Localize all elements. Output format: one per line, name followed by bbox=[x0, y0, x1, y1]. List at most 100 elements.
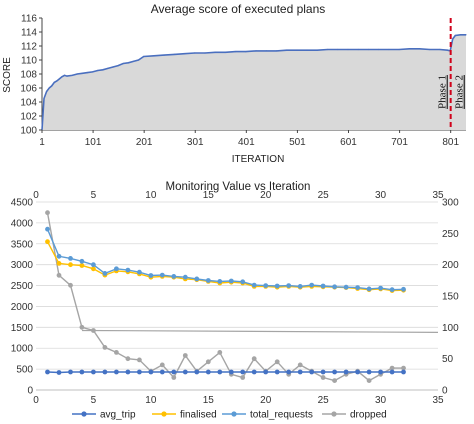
monitoring-chart-ticks: 0500100015002000250030003500400045000501… bbox=[11, 190, 459, 406]
dropped-point bbox=[125, 356, 131, 362]
dropped-point bbox=[171, 375, 177, 380]
monitoring-top-x-tick-label: 35 bbox=[432, 190, 444, 201]
score-point bbox=[204, 52, 206, 54]
score-y-tick-label: 108 bbox=[20, 70, 37, 81]
dropped-point bbox=[320, 375, 326, 380]
score-point bbox=[306, 49, 308, 51]
monitoring-top-x-tick-label: 15 bbox=[203, 190, 215, 201]
total_requests-point bbox=[56, 253, 62, 259]
score-point bbox=[255, 50, 257, 52]
avg_trip-point bbox=[274, 369, 280, 375]
avg_trip-point bbox=[263, 369, 269, 375]
total_requests-point bbox=[171, 274, 177, 279]
monitoring-y-tick-label: 1500 bbox=[11, 323, 34, 334]
score-x-tick-label: 501 bbox=[289, 137, 306, 148]
dropped-point bbox=[91, 328, 96, 333]
legend-marker-total_requests bbox=[231, 411, 237, 417]
score-point bbox=[459, 34, 461, 36]
avg_trip-point bbox=[102, 369, 108, 375]
score-point bbox=[53, 81, 55, 83]
monitoring-y-tick-label: 4500 bbox=[11, 198, 34, 209]
score-point bbox=[66, 75, 68, 77]
monitoring-y-tick-label: 1000 bbox=[11, 344, 34, 355]
score-y-tick-label: 112 bbox=[21, 42, 37, 53]
total_requests-point bbox=[148, 273, 154, 278]
avg_trip-point bbox=[251, 369, 257, 375]
avg_trip-point bbox=[332, 369, 337, 375]
score-y-tick-label: 114 bbox=[21, 28, 37, 39]
avg_trip-point bbox=[309, 369, 315, 375]
score-point bbox=[347, 48, 349, 51]
dropped-point bbox=[68, 282, 73, 288]
phase-2-label: Phase 2 bbox=[454, 75, 466, 109]
score-point bbox=[194, 52, 196, 54]
score-chart-area bbox=[41, 34, 467, 131]
total_requests-point bbox=[159, 272, 165, 278]
score-y-axis-label: SCORE bbox=[2, 57, 13, 93]
monitoring-chart-series bbox=[45, 210, 439, 383]
avg_trip-point bbox=[355, 369, 360, 375]
avg_trip-point bbox=[286, 369, 292, 375]
score-point bbox=[51, 85, 53, 87]
legend-marker-avg_trip bbox=[81, 411, 87, 417]
monitoring-bottom-x-tick-label: 35 bbox=[432, 395, 444, 406]
finalised-line bbox=[46, 241, 404, 292]
legend-label-avg_trip: avg_trip bbox=[100, 410, 136, 421]
score-point bbox=[86, 72, 89, 74]
score-x-tick-label: 101 bbox=[85, 137, 102, 148]
dropped-point bbox=[240, 375, 246, 380]
avg_trip-point bbox=[401, 369, 406, 375]
score-point bbox=[102, 69, 104, 71]
avg_trip-point bbox=[45, 369, 50, 375]
score-point bbox=[127, 62, 129, 64]
score-point bbox=[439, 48, 441, 51]
score-y-tick-label: 106 bbox=[20, 84, 37, 95]
total_requests-point bbox=[378, 285, 383, 291]
monitoring-chart-legend: avg_trip finalised total_requests dropped bbox=[72, 410, 387, 421]
avg_trip-point bbox=[217, 369, 223, 375]
score-point bbox=[61, 76, 63, 78]
dropped-point bbox=[137, 357, 142, 363]
total_requests-point bbox=[401, 286, 406, 292]
score-point bbox=[132, 60, 134, 63]
avg_trip-point bbox=[389, 369, 395, 375]
monitoring-bottom-x-tick-label: 10 bbox=[145, 395, 157, 406]
avg_trip-point bbox=[182, 369, 188, 375]
score-point bbox=[429, 48, 431, 51]
score-point bbox=[183, 53, 186, 55]
score-point bbox=[245, 51, 247, 53]
total_requests-point bbox=[125, 267, 131, 273]
total_requests-point bbox=[114, 266, 119, 272]
score-x-axis-label: ITERATION bbox=[232, 154, 285, 165]
dropped-point bbox=[332, 378, 337, 383]
score-point bbox=[117, 65, 119, 67]
monitoring-chart: Monitoring Value vs Iteration 0500100015… bbox=[11, 181, 459, 421]
score-point bbox=[327, 48, 329, 51]
monitoring-bottom-x-tick-label: 25 bbox=[318, 395, 330, 406]
score-point bbox=[454, 34, 456, 37]
score-point bbox=[296, 49, 298, 51]
score-point bbox=[286, 49, 288, 51]
score-point bbox=[48, 87, 50, 89]
total_requests-point bbox=[251, 282, 257, 288]
score-point bbox=[367, 48, 369, 51]
avg_trip-point bbox=[343, 369, 349, 375]
score-point bbox=[378, 48, 380, 51]
score-x-tick-label: 1 bbox=[39, 137, 45, 148]
monitoring-bottom-x-tick-label: 20 bbox=[260, 395, 272, 406]
monitoring-top-x-tick-label: 20 bbox=[260, 190, 272, 201]
monitoring-y2-tick-label: 300 bbox=[442, 198, 459, 209]
avg_trip-point bbox=[125, 369, 131, 375]
finalised-point bbox=[45, 239, 50, 245]
score-point bbox=[63, 74, 66, 76]
dropped-point bbox=[389, 365, 395, 371]
dropped-point bbox=[274, 359, 280, 365]
score-point bbox=[76, 73, 78, 75]
avg_trip-point bbox=[56, 370, 62, 375]
monitoring-y2-tick-label: 0 bbox=[442, 386, 448, 397]
score-point bbox=[265, 50, 267, 52]
score-x-tick-label: 601 bbox=[340, 137, 357, 148]
avg_trip-point bbox=[91, 369, 96, 375]
total_requests-point bbox=[205, 278, 211, 283]
